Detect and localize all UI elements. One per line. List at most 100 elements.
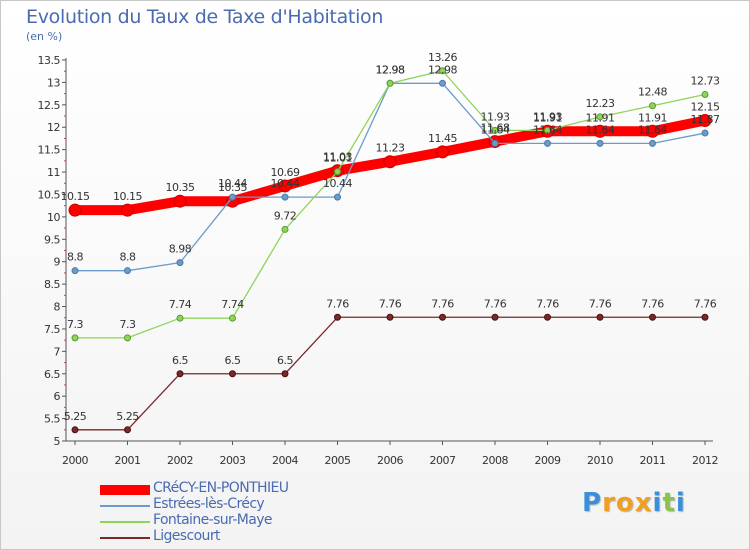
- data-label: 11.91: [586, 111, 615, 124]
- logo-letter: P: [582, 488, 603, 518]
- data-label: 10.15: [113, 190, 142, 203]
- series-crecy-en-ponthieu: [68, 114, 712, 217]
- data-label: 11.01: [323, 152, 352, 165]
- data-label: 12.15: [691, 101, 720, 114]
- data-point: [71, 334, 79, 342]
- data-point: [229, 314, 236, 322]
- data-label: 7.76: [536, 297, 559, 310]
- data-label: 10.35: [218, 181, 247, 194]
- data-point: [334, 313, 341, 321]
- data-label: 12.98: [428, 63, 457, 76]
- data-label: 11.64: [586, 123, 615, 136]
- data-label: 9.72: [274, 209, 297, 222]
- data-point: [124, 267, 131, 275]
- data-label: 8.8: [120, 251, 136, 264]
- data-point: [124, 334, 131, 342]
- data-point: [646, 124, 659, 138]
- legend-swatch: [100, 485, 150, 495]
- logo-letter: i: [652, 488, 663, 518]
- data-point: [281, 193, 289, 201]
- data-point: [68, 203, 82, 217]
- data-label: 13.26: [428, 51, 457, 64]
- data-point: [436, 145, 449, 159]
- data-point: [439, 79, 446, 87]
- data-label: 6.5: [172, 354, 188, 367]
- data-label: 5.25: [116, 410, 139, 423]
- data-point: [176, 314, 184, 322]
- series-line: [74, 316, 706, 431]
- data-label: 11.64: [533, 123, 562, 136]
- x-tick-label: 2009: [535, 454, 561, 467]
- axes: 5 5.5 6 6.5 7 7.5 8 8.5 9 9.5 10 10.5 11 11.5 12 12.5 13…: [38, 54, 719, 467]
- data-point: [176, 370, 184, 378]
- data-point: [281, 225, 289, 233]
- data-point: [386, 79, 394, 87]
- data-label: 11.93: [533, 110, 562, 123]
- x-tick-label: 2008: [482, 454, 508, 467]
- data-point: [698, 114, 712, 128]
- data-point: [334, 168, 341, 176]
- legend-label: Ligescourt: [153, 528, 220, 544]
- data-point: [383, 155, 397, 169]
- data-label: 10.44: [323, 177, 352, 190]
- y-tick-label: 11.5: [38, 144, 61, 157]
- data-label: 11.23: [376, 142, 405, 155]
- data-label: 11.45: [428, 132, 457, 145]
- y-tick-label: 12.5: [38, 99, 61, 112]
- y-tick-label: 10.5: [38, 188, 61, 201]
- x-tick-label: 2004: [272, 454, 298, 467]
- data-label: 12.48: [638, 86, 667, 99]
- x-tick-label: 2012: [692, 454, 718, 467]
- series-layer: [68, 67, 712, 434]
- x-tick-label: 2005: [325, 454, 351, 467]
- data-label: 12.98: [376, 63, 405, 76]
- data-point: [386, 313, 394, 321]
- x-tick-label: 2002: [167, 454, 193, 467]
- data-point: [491, 313, 499, 321]
- x-tick-label: 2011: [640, 454, 666, 467]
- data-point: [701, 313, 709, 321]
- data-label: 7.76: [484, 297, 507, 310]
- x-tick-label: 2006: [377, 454, 403, 467]
- y-tick-label: 5: [54, 435, 61, 448]
- data-label: 10.44: [218, 177, 247, 190]
- legend-label: CRéCY-EN-PONTHIEU: [153, 480, 289, 496]
- data-point: [701, 129, 709, 137]
- data-label: 7.76: [431, 297, 454, 310]
- legend-item: CRéCY-EN-PONTHIEU: [100, 480, 360, 498]
- data-label: 7.76: [326, 297, 349, 310]
- y-tick-label: 9.5: [44, 233, 60, 246]
- data-point: [649, 313, 656, 321]
- data-labels-layer: 10.15 10.15 10.35 10.35 10.69 11.03 11.23 11.45…: [61, 51, 721, 423]
- y-tick-label: 12: [47, 121, 60, 134]
- data-point: [701, 91, 709, 99]
- data-label: 11.87: [691, 113, 720, 126]
- data-label: 11.91: [638, 111, 667, 124]
- y-tick-label: 7.5: [44, 323, 60, 336]
- y-tick-label: 7: [54, 345, 61, 358]
- data-point: [544, 126, 551, 134]
- logo-letter: x: [634, 488, 653, 518]
- data-label: 12.98: [376, 63, 405, 76]
- data-point: [439, 313, 446, 321]
- y-tick-label: 8: [54, 301, 61, 314]
- proxiti-logo: Proxiti: [582, 488, 686, 518]
- y-tick-label: 10: [47, 211, 60, 224]
- y-axis-unit-label: (en %): [26, 30, 63, 43]
- data-label: 6.5: [277, 354, 293, 367]
- data-point: [124, 426, 131, 434]
- legend-label: Fontaine-sur-Maye: [153, 512, 273, 528]
- data-label: 6.5: [225, 354, 241, 367]
- data-point: [491, 139, 499, 147]
- data-point: [229, 370, 236, 378]
- y-tick-label: 13: [47, 76, 60, 89]
- data-label: 10.44: [271, 177, 300, 190]
- x-tick-label: 2007: [430, 454, 456, 467]
- data-label: 7.74: [221, 298, 244, 311]
- legend-item: Fontaine-sur-Maye: [100, 512, 360, 530]
- x-tick-label: 2000: [62, 454, 88, 467]
- data-point: [334, 193, 341, 201]
- data-label: 11.03: [323, 151, 352, 164]
- data-point: [596, 139, 604, 147]
